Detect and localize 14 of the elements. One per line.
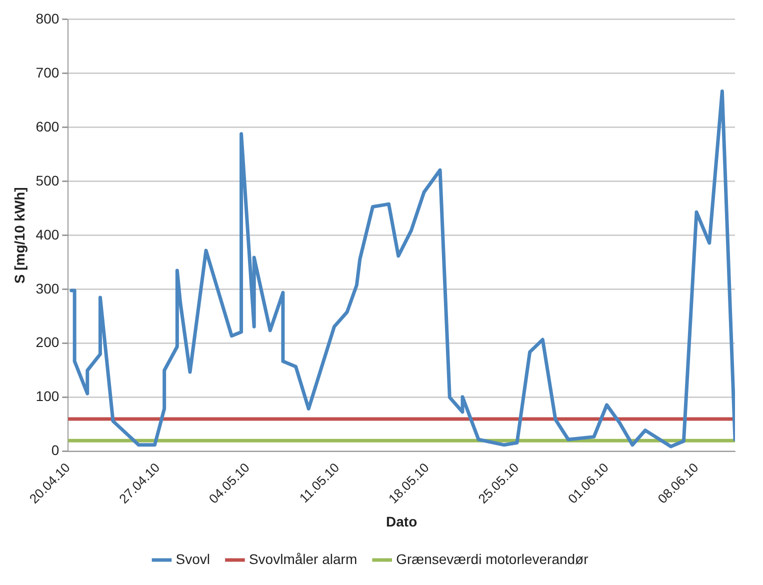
y-tick-label: 600: [36, 118, 60, 134]
x-axis-title: Dato: [386, 513, 418, 530]
y-tick-label: 300: [36, 280, 60, 296]
y-tick-label: 400: [36, 226, 60, 242]
y-axis-title: S [mg/10 kWh]: [11, 187, 28, 284]
legend-label: Svovl: [176, 550, 210, 567]
legend-label: Grænseværdi motorleverandør: [396, 550, 589, 567]
y-tick-label: 800: [36, 10, 60, 26]
y-tick-label: 200: [36, 334, 60, 350]
y-tick-label: 100: [36, 388, 60, 404]
y-tick-label: 0: [51, 442, 60, 458]
y-tick-label: 700: [36, 64, 60, 80]
y-tick-label: 500: [36, 172, 60, 188]
legend-label: Svovlmåler alarm: [248, 550, 358, 567]
